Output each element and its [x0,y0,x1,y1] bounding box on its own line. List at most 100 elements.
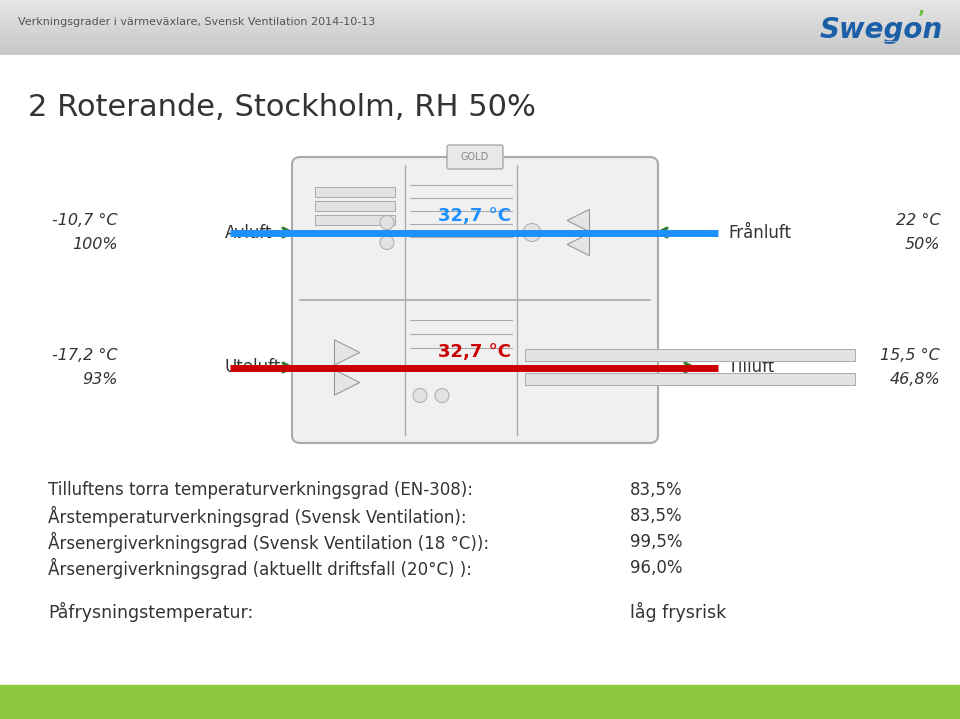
Bar [0,36,960,37]
Text: Jan Risén: Jan Risén [55,694,123,710]
Polygon shape [334,340,360,365]
Text: ’: ’ [919,9,925,27]
Bar [0,2,960,3]
Text: Verkningsgrader i värmeväxlare, Svensk Ventilation 2014-10-13: Verkningsgrader i värmeväxlare, Svensk V… [18,17,375,27]
Bar [0,42,960,43]
Circle shape [380,236,394,249]
Bar [0,33,960,34]
Text: 99,5%: 99,5% [630,533,683,551]
Bar [0,26,960,27]
Text: Årstemperaturverkningsgrad (Svensk Ventilation):: Årstemperaturverkningsgrad (Svensk Venti… [48,505,467,526]
Text: 96,0%: 96,0% [630,559,683,577]
Bar [0,49,960,50]
Bar [0,40,960,41]
Bar [0,25,960,26]
Text: 2 Roterande, Stockholm, RH 50%: 2 Roterande, Stockholm, RH 50% [28,93,536,122]
Bar [0,13,960,14]
Bar [0,48,960,49]
Bar [0,30,960,31]
Bar [0,15,960,16]
Bar [0,21,960,22]
Text: låg frysrisk: låg frysrisk [630,602,727,622]
Bar [525,349,855,360]
Bar [315,201,395,211]
Text: 22 °C: 22 °C [896,213,940,228]
Bar [0,22,960,23]
Text: Uteluft: Uteluft [225,359,281,377]
Bar [0,12,960,13]
Bar [0,9,960,10]
Bar [0,6,960,7]
Text: Tilluft: Tilluft [728,359,775,377]
Bar [0,52,960,53]
Text: -10,7 °C: -10,7 °C [53,213,118,228]
Bar [0,47,960,48]
Circle shape [435,388,449,403]
Text: 83,5%: 83,5% [630,481,683,499]
Text: Swegon: Swegon [820,16,944,44]
Bar [0,32,960,33]
Bar [0,20,960,21]
Bar [0,5,960,6]
Bar [0,24,960,25]
Bar [0,31,960,32]
Bar [0,39,960,40]
Bar [0,51,960,52]
Polygon shape [567,233,589,256]
Text: Årsenergiverkningsgrad (aktuellt driftsfall (20°C) ):: Årsenergiverkningsgrad (aktuellt driftsf… [48,557,472,579]
Bar [0,34,960,35]
Bar [0,8,960,9]
Polygon shape [567,209,589,232]
Text: 32,7 °C: 32,7 °C [439,342,512,360]
Circle shape [413,388,427,403]
Text: Påfrysningstemperatur:: Påfrysningstemperatur: [48,602,253,622]
Bar [0,29,960,30]
FancyBboxPatch shape [292,157,658,443]
Bar [0,50,960,51]
Bar [0,35,960,36]
Bar [0,10,960,11]
Bar [0,1,960,2]
Text: 10: 10 [18,695,38,710]
Bar [0,685,960,719]
Circle shape [523,224,541,242]
Bar [0,41,960,42]
Polygon shape [334,370,360,395]
Text: 50%: 50% [904,237,940,252]
Bar [0,38,960,39]
Text: Årsenergiverkningsgrad (Svensk Ventilation (18 °C)):: Årsenergiverkningsgrad (Svensk Ventilati… [48,531,490,552]
Bar [0,0,960,1]
Text: 83,5%: 83,5% [630,507,683,525]
Bar [0,37,960,38]
Bar [0,44,960,45]
Text: 100%: 100% [72,237,118,252]
Text: 32,7 °C: 32,7 °C [439,208,512,226]
Bar [0,23,960,24]
Bar [0,45,960,46]
Text: Tilluftens torra temperaturverkningsgrad (EN-308):: Tilluftens torra temperaturverkningsgrad… [48,481,473,499]
Text: GOLD: GOLD [461,152,490,162]
Bar [0,43,960,44]
Bar [0,46,960,47]
Bar [0,53,960,54]
Bar [0,19,960,20]
Text: -17,2 °C: -17,2 °C [53,348,118,363]
Bar [0,7,960,8]
Text: 93%: 93% [83,372,118,387]
Bar [0,27,960,28]
Bar [0,54,960,55]
FancyBboxPatch shape [447,145,503,169]
Bar [0,3,960,4]
Bar [0,16,960,17]
Bar [0,18,960,19]
Bar [0,11,960,12]
Bar [0,17,960,18]
Text: Avluft: Avluft [225,224,273,242]
Text: 15,5 °C: 15,5 °C [880,348,940,363]
Bar [0,4,960,5]
Text: 46,8%: 46,8% [889,372,940,387]
Bar [315,215,395,225]
Bar [315,187,395,197]
Bar [525,372,855,385]
Bar [0,14,960,15]
